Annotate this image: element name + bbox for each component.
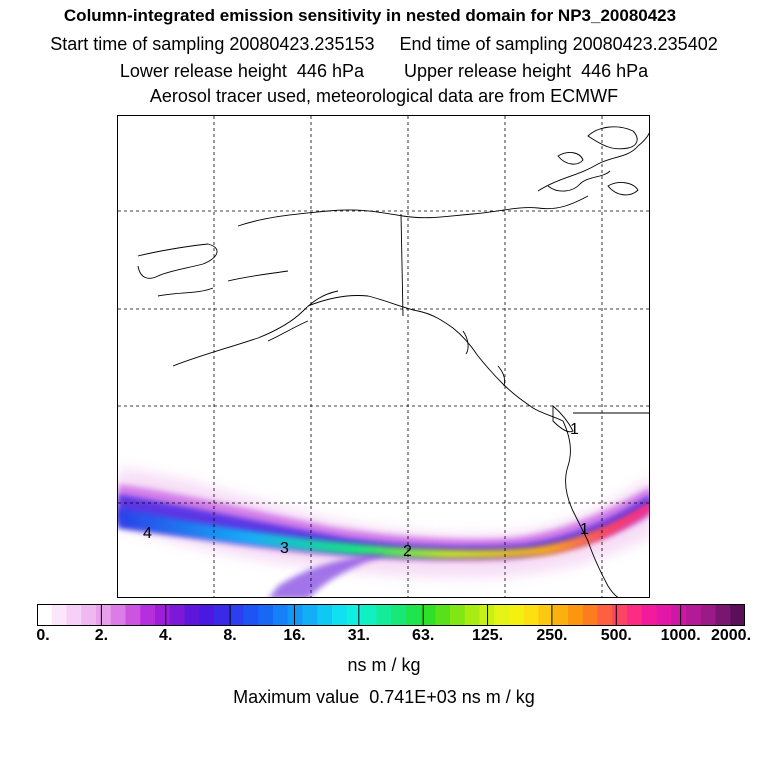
colorbar-tick-labels: 0. 2. 4. 8. 16. 31. 63. 125. 250. 500. 1000. 2000. xyxy=(0,627,768,649)
marker-3: 3 xyxy=(280,540,289,557)
colorbar-swatch xyxy=(420,604,436,626)
marker-2: 2 xyxy=(403,543,412,560)
colorbar-swatch xyxy=(273,604,289,626)
colorbar-swatch xyxy=(671,604,687,626)
marker-1-south: 1 xyxy=(580,521,589,538)
colorbar-swatch xyxy=(37,604,53,626)
map-panel: 1 1 2 3 4 xyxy=(117,115,650,598)
colorbar-swatch xyxy=(612,604,628,626)
sampling-time-line: Start time of sampling 20080423.235153 E… xyxy=(50,34,718,54)
tracer-info-line: Aerosol tracer used, meteorological data… xyxy=(149,86,619,106)
marker-4: 4 xyxy=(143,525,152,542)
colorbar-swatch xyxy=(81,604,97,626)
colorbar-swatch xyxy=(287,604,303,626)
colorbar-swatch xyxy=(346,604,362,626)
colorbar xyxy=(37,604,745,626)
colorbar-swatch xyxy=(568,604,584,626)
colorbar-tick-label: 250. xyxy=(536,627,568,644)
colorbar-swatch xyxy=(169,604,185,626)
colorbar-swatch xyxy=(140,604,156,626)
colorbar-swatch xyxy=(96,604,112,626)
colorbar-swatch xyxy=(302,604,318,626)
colorbar-tick-label: 8. xyxy=(223,627,237,644)
colorbar-tick-label: 0. xyxy=(36,627,50,644)
sensitivity-plume xyxy=(118,468,649,597)
colorbar-swatch xyxy=(361,604,377,626)
colorbar-swatch xyxy=(110,604,126,626)
colorbar-swatch xyxy=(627,604,643,626)
map-canvas: 1 1 2 3 4 xyxy=(118,116,649,597)
colorbar-swatch xyxy=(332,604,348,626)
colorbar-swatch xyxy=(199,604,215,626)
colorbar-swatch xyxy=(243,604,259,626)
colorbar-swatch xyxy=(730,604,745,626)
colorbar-swatch xyxy=(553,604,569,626)
colorbar-swatch xyxy=(494,604,510,626)
maximum-value-label: Maximum value 0.741E+03 ns m / kg xyxy=(233,687,535,707)
colorbar-swatch xyxy=(582,604,598,626)
colorbar-swatch xyxy=(125,604,141,626)
colorbar-swatch xyxy=(597,604,613,626)
colorbar-units: ns m / kg xyxy=(347,655,421,675)
marker-1-north: 1 xyxy=(570,421,579,438)
coastlines xyxy=(137,126,649,597)
colorbar-swatch xyxy=(656,604,672,626)
colorbar-swatch xyxy=(228,604,244,626)
colorbar-swatch xyxy=(376,604,392,626)
colorbar-swatch xyxy=(51,604,67,626)
colorbar-tick-label: 16. xyxy=(283,627,306,644)
colorbar-swatch xyxy=(391,604,407,626)
colorbar-swatch xyxy=(317,604,333,626)
colorbar-frame xyxy=(37,604,745,626)
colorbar-swatch xyxy=(450,604,466,626)
graticule xyxy=(118,116,649,597)
colorbar-tick-label: 31. xyxy=(347,627,370,644)
colorbar-swatch xyxy=(715,604,731,626)
colorbar-swatch xyxy=(464,604,480,626)
map-title: Column-integrated emission sensitivity i… xyxy=(63,6,677,25)
colorbar-swatch xyxy=(700,604,716,626)
colorbar-tick-label: 2000. xyxy=(710,627,752,644)
colorbar-swatch xyxy=(538,604,554,626)
colorbar-swatch xyxy=(686,604,702,626)
colorbar-swatch xyxy=(405,604,421,626)
colorbar-tick-label: 2. xyxy=(94,627,109,644)
colorbar-tick-label: 63. xyxy=(412,627,435,644)
colorbar-tick-label: 4. xyxy=(159,627,173,644)
colorbar-tick-label: 125. xyxy=(471,627,504,644)
colorbar-swatch xyxy=(155,604,171,626)
colorbar-swatch xyxy=(435,604,451,626)
colorbar-tick-label: 500. xyxy=(600,627,632,644)
colorbar-swatch xyxy=(184,604,200,626)
colorbar-swatch xyxy=(641,604,657,626)
colorbar-swatch xyxy=(66,604,82,626)
colorbar-tick-label: 1000. xyxy=(660,627,701,644)
colorbar-swatch xyxy=(509,604,525,626)
release-markers: 1 1 2 3 4 xyxy=(143,421,589,560)
colorbar-swatch xyxy=(258,604,274,626)
colorbar-swatch xyxy=(214,604,230,626)
release-height-line: Lower release height 446 hPa Upper relea… xyxy=(119,61,649,81)
colorbar-swatch xyxy=(523,604,539,626)
